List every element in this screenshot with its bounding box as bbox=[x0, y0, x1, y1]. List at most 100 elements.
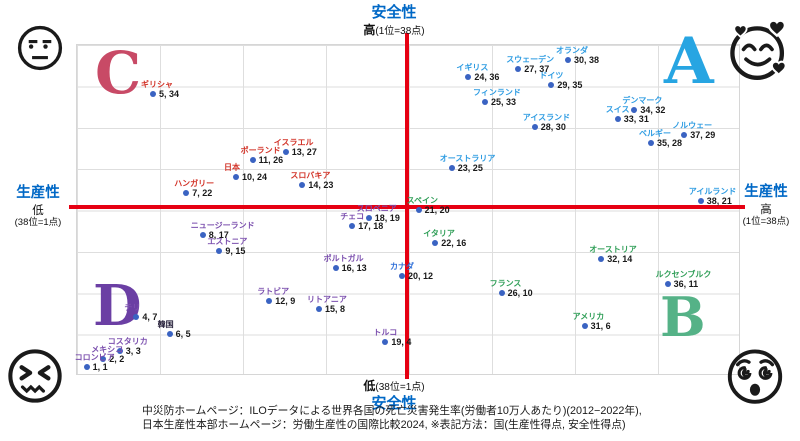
point-score-label: 20, 12 bbox=[408, 271, 434, 282]
data-point-dot bbox=[631, 107, 638, 114]
country-label: アメリカ bbox=[572, 311, 605, 321]
data-point-dot bbox=[598, 256, 605, 263]
point-score-label: 15, 8 bbox=[325, 304, 346, 315]
country-label: イスラエル bbox=[273, 137, 314, 147]
country-label: ニュージーランド bbox=[190, 220, 255, 230]
point-score-label: 24, 36 bbox=[474, 72, 500, 83]
data-point-dot bbox=[382, 339, 389, 346]
quadrant-letter-b: B bbox=[660, 285, 706, 349]
quadrant-letter-c: C bbox=[95, 39, 142, 107]
country-label: イタリア bbox=[423, 228, 455, 238]
top-axis-title: 安全性 bbox=[371, 4, 417, 21]
point-score-label: 30, 38 bbox=[574, 55, 600, 66]
data-point-dot bbox=[365, 214, 372, 221]
point-score-label: 6, 5 bbox=[175, 329, 191, 340]
country-label: コロンビア bbox=[74, 353, 115, 363]
point-score-label: 19, 4 bbox=[391, 337, 412, 348]
data-point-dot bbox=[614, 115, 621, 122]
country-label: エストニア bbox=[207, 237, 248, 247]
point-score-label: 29, 35 bbox=[557, 80, 583, 91]
country-label: 日本 bbox=[224, 162, 240, 172]
country-label: オーストリア bbox=[589, 245, 637, 255]
horizontal-axis-line bbox=[69, 205, 745, 209]
left-axis-title-block: 生産性 低 (38位=1点) bbox=[2, 185, 74, 229]
point-score-label: 18, 19 bbox=[374, 212, 400, 223]
country-label: スロベニア bbox=[356, 203, 397, 213]
source-line-2: 日本生産性本部ホームページ：労働生産性の国際比較2024, ※表記方法：国(生産… bbox=[142, 419, 626, 431]
data-point-dot bbox=[681, 132, 688, 139]
point-score-label: 32, 14 bbox=[607, 254, 633, 265]
data-point-dot bbox=[565, 57, 571, 64]
data-point-dot bbox=[282, 148, 289, 155]
data-point-dot bbox=[133, 314, 140, 321]
country-label: チリ bbox=[124, 303, 141, 313]
country-label: ポーランド bbox=[240, 145, 281, 155]
data-point-dot bbox=[183, 190, 190, 197]
data-point-dot bbox=[83, 364, 90, 371]
country-label: ハンガリー bbox=[174, 179, 215, 189]
point-score-label: 25, 33 bbox=[491, 96, 517, 107]
country-label: リトアニア bbox=[307, 295, 347, 305]
country-label: ポルトガル bbox=[323, 253, 364, 263]
point-score-label: 2, 2 bbox=[109, 353, 125, 364]
data-point-dot bbox=[664, 281, 671, 288]
country-label: フィンランド bbox=[473, 87, 521, 97]
bottom-axis-title-block: 低(38位=1点) 安全性 bbox=[332, 377, 456, 413]
point-score-label: 8, 17 bbox=[208, 229, 229, 240]
country-label: アイスランド bbox=[522, 112, 571, 122]
data-point-dot bbox=[415, 206, 422, 213]
country-label: ドイツ bbox=[539, 71, 564, 81]
data-point-dot bbox=[316, 306, 322, 313]
data-point-dot bbox=[116, 347, 123, 354]
data-point-dot bbox=[697, 198, 704, 205]
top-axis-note: 高(1位=38点) bbox=[363, 23, 425, 38]
country-label: メキシコ bbox=[91, 344, 124, 354]
left-axis-level: 低 bbox=[32, 204, 44, 217]
data-point-dot bbox=[531, 123, 538, 130]
data-point-dot bbox=[448, 165, 455, 172]
point-score-label: 3, 3 bbox=[125, 345, 141, 356]
country-label: カナダ bbox=[390, 262, 414, 272]
point-score-label: 14, 23 bbox=[308, 179, 334, 190]
data-point-dot bbox=[332, 264, 339, 271]
point-score-label: 7, 22 bbox=[192, 188, 213, 199]
data-point-dot bbox=[432, 239, 439, 246]
country-label: トルコ bbox=[373, 328, 398, 338]
data-point-dot bbox=[299, 181, 306, 188]
data-point-dot bbox=[266, 297, 273, 304]
country-label: ノルウェー bbox=[672, 121, 713, 131]
data-point-dot bbox=[482, 98, 488, 105]
country-label: ラトビア bbox=[257, 286, 290, 296]
data-point-dot bbox=[648, 140, 654, 147]
point-score-label: 28, 30 bbox=[540, 121, 566, 132]
country-label: チェコ bbox=[340, 212, 365, 222]
point-score-label: 12, 9 bbox=[275, 295, 296, 306]
data-point-dot bbox=[233, 173, 239, 180]
point-score-label: 34, 32 bbox=[640, 105, 666, 116]
point-score-label: 10, 24 bbox=[242, 171, 268, 182]
right-axis-range: (1位=38点) bbox=[742, 215, 790, 227]
country-label: アイルランド bbox=[688, 187, 737, 197]
bottom-axis-note: 低(38位=1点) bbox=[363, 379, 425, 393]
data-point-dot bbox=[399, 273, 405, 280]
country-label: スペイン bbox=[406, 195, 439, 205]
country-label: オランダ bbox=[556, 46, 588, 56]
country-label: スウェーデン bbox=[506, 54, 555, 64]
point-score-label: 26, 10 bbox=[507, 287, 533, 298]
data-point-dot bbox=[216, 248, 223, 255]
point-score-label: 35, 28 bbox=[657, 138, 683, 149]
left-axis-title: 生産性 bbox=[16, 185, 60, 201]
point-score-label: 16, 13 bbox=[341, 262, 367, 273]
data-point-dot bbox=[498, 289, 505, 296]
point-score-label: 9, 15 bbox=[225, 246, 246, 257]
right-axis-title: 生産性 bbox=[744, 184, 788, 200]
data-point-dot bbox=[349, 223, 356, 230]
country-label: ベルギー bbox=[639, 129, 671, 139]
point-score-label: 22, 16 bbox=[441, 237, 467, 248]
quadrant-letter-d: D bbox=[93, 273, 142, 339]
point-score-label: 13, 27 bbox=[291, 146, 317, 157]
country-label: ルクセンブルク bbox=[655, 270, 712, 280]
left-axis-range: (38位=1点) bbox=[14, 216, 62, 228]
data-point-dot bbox=[199, 231, 206, 238]
